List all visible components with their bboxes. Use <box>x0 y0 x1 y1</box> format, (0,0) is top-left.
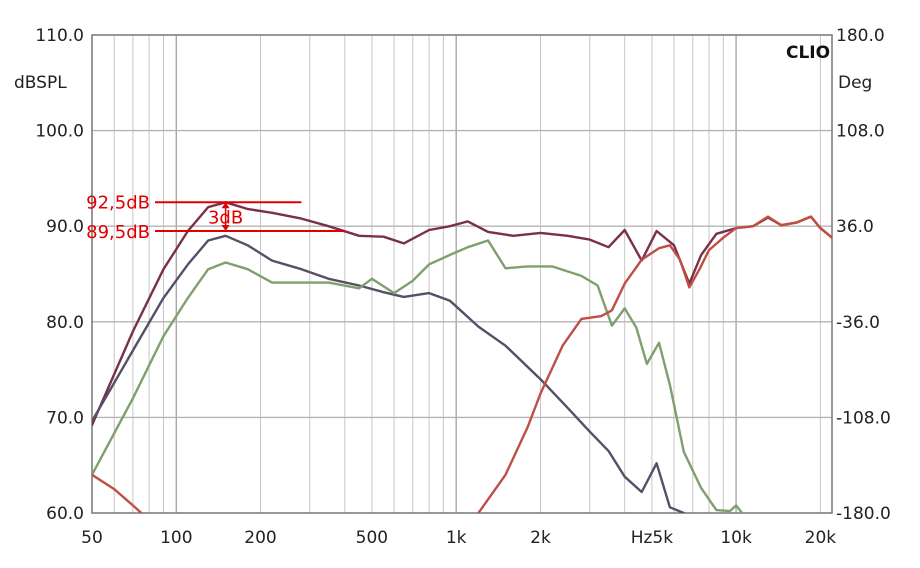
series-line-5 <box>477 215 832 513</box>
y-right-tick-label: -180.0 <box>836 504 891 524</box>
tick-labels: 50 100 200 500 1k 2k Hz5k 10k 20k110.0100.090.08… <box>35 26 890 548</box>
y-right-tick-label: -108.0 <box>836 408 891 428</box>
x-tick-label: 2k <box>530 528 551 548</box>
x-tick-label: Hz5k <box>631 528 674 548</box>
delta-arrow-up-icon <box>221 202 230 209</box>
y-left-tick-label: 80.0 <box>46 313 84 333</box>
delta-level-label: 3dB <box>208 208 243 229</box>
y-right-tick-label: -36.0 <box>836 313 880 333</box>
x-tick-label: 500 <box>356 528 388 548</box>
plot-area <box>92 35 832 513</box>
plot-frame <box>91 34 833 514</box>
y-right-tick-label: 108.0 <box>836 122 885 142</box>
y-left-tick-label: 60.0 <box>46 504 84 524</box>
x-tick-label: 200 <box>244 528 276 548</box>
series-line-3 <box>92 239 744 513</box>
x-tick-label: 1k <box>446 528 467 548</box>
y-left-tick-label: 110.0 <box>35 26 84 46</box>
series-line-2 <box>92 234 685 513</box>
y-left-tick-label: 100.0 <box>35 122 84 142</box>
level-annotation: 92,5dB 89,5dB 3dB <box>86 192 345 243</box>
clio-brand-label: CLIO <box>786 43 830 63</box>
y-right-tick-label: 180.0 <box>836 26 885 46</box>
y-left-unit-label: dBSPL <box>14 73 67 93</box>
x-tick-label: 10k <box>720 528 752 548</box>
reference-level-label: 89,5dB <box>86 222 150 243</box>
peak-level-label: 92,5dB <box>86 192 150 213</box>
x-tick-label: 100 <box>160 528 192 548</box>
y-left-tick-label: 90.0 <box>46 217 84 237</box>
y-right-unit-label: Deg <box>838 73 872 93</box>
series-line-4 <box>92 473 143 513</box>
curves <box>92 201 832 513</box>
x-tick-label: 20k <box>805 528 837 548</box>
y-right-tick-label: 36.0 <box>836 217 874 237</box>
delta-arrow-down-icon <box>221 225 230 231</box>
grid <box>92 35 832 513</box>
y-left-tick-label: 70.0 <box>46 408 84 428</box>
x-tick-label: 50 <box>81 528 103 548</box>
